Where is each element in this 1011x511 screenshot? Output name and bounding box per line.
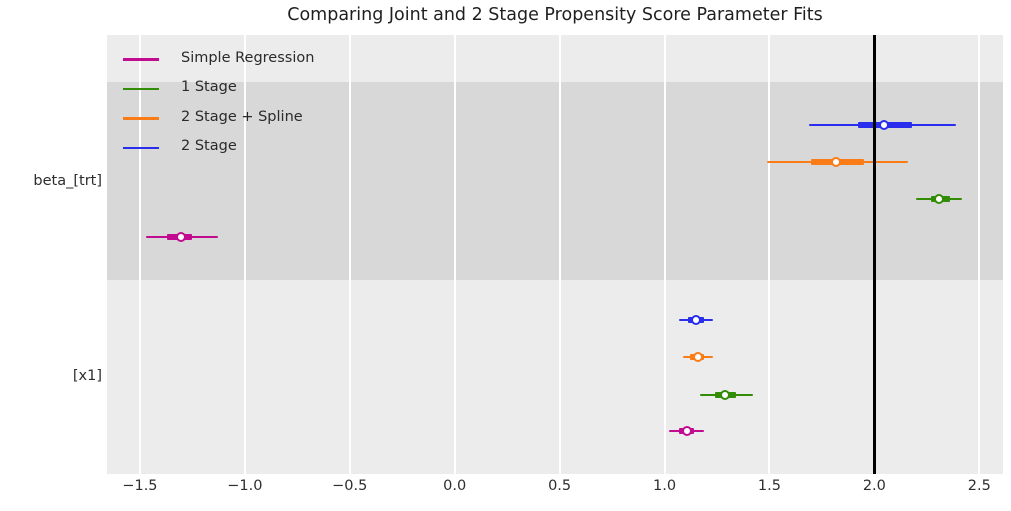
chart-title: Comparing Joint and 2 Stage Propensity S… [287, 5, 823, 25]
x-tick-label: −0.5 [332, 478, 368, 494]
legend-item-label: Simple Regression [181, 49, 315, 66]
x-tick-label: −1.0 [227, 478, 263, 494]
x-tick-label: 1.5 [757, 478, 781, 494]
point-marker [682, 425, 693, 436]
plot-area [107, 35, 1003, 474]
point-marker [692, 351, 703, 362]
category-band-beta_[trt] [107, 81, 1003, 280]
reference-line [873, 35, 876, 474]
gridline [348, 35, 351, 474]
legend-line-sample [123, 87, 159, 91]
y-tick-label: [x1] [72, 368, 102, 384]
x-tick-label: 2.0 [862, 478, 886, 494]
legend-item-label: 2 Stage + Spline [181, 108, 303, 125]
y-tick-label: beta_[trt] [33, 173, 102, 189]
gridline [138, 35, 141, 474]
gridline [243, 35, 246, 474]
gridline [453, 35, 456, 474]
point-marker [176, 231, 187, 242]
point-marker [879, 119, 890, 130]
legend-line-sample [123, 146, 159, 150]
point-marker [690, 314, 701, 325]
x-tick-label: 1.0 [653, 478, 677, 494]
point-marker [831, 156, 842, 167]
x-tick-label: −1.5 [122, 478, 158, 494]
legend-line-sample [123, 117, 159, 120]
legend-item-label: 1 Stage [181, 79, 237, 95]
legend-item-label: 2 Stage [181, 138, 237, 154]
legend-line-sample [123, 58, 159, 61]
gridline [663, 35, 666, 474]
gridline [558, 35, 561, 474]
gridline [978, 35, 981, 474]
x-tick-label: 2.5 [967, 478, 991, 494]
gridline [768, 35, 771, 474]
point-marker [933, 193, 944, 204]
x-tick-label: 0.5 [548, 478, 572, 494]
point-marker [719, 389, 730, 400]
x-tick-label: 0.0 [443, 478, 467, 494]
